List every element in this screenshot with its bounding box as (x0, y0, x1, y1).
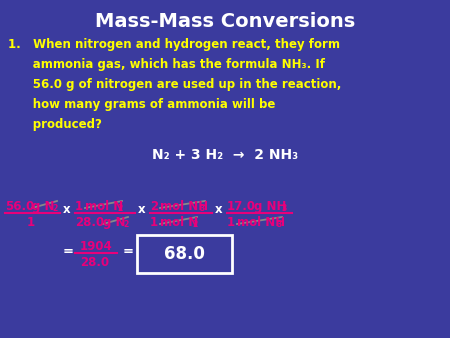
Text: 56.0: 56.0 (5, 200, 34, 213)
Text: N₂ + 3 H₂  →  2 NH₃: N₂ + 3 H₂ → 2 NH₃ (152, 148, 298, 162)
Text: 68.0: 68.0 (164, 245, 205, 263)
Text: x: x (215, 203, 223, 216)
Text: 1: 1 (227, 216, 235, 229)
Text: x: x (63, 203, 71, 216)
Text: 2: 2 (192, 220, 197, 229)
Text: how many grams of ammonia will be: how many grams of ammonia will be (8, 98, 275, 111)
Text: 3: 3 (277, 220, 282, 229)
Text: mol NH: mol NH (160, 200, 208, 213)
Text: x: x (138, 203, 146, 216)
Text: 1: 1 (75, 200, 83, 213)
Text: 2: 2 (150, 200, 158, 213)
Text: =: = (63, 245, 74, 258)
Text: 56.0 g of nitrogen are used up in the reaction,: 56.0 g of nitrogen are used up in the re… (8, 78, 342, 91)
Text: g N: g N (32, 200, 54, 213)
Text: 28.0: 28.0 (75, 216, 104, 229)
Text: 2: 2 (117, 204, 122, 213)
Text: =: = (123, 245, 134, 258)
Text: mol NH: mol NH (237, 216, 285, 229)
Text: g NH: g NH (254, 200, 286, 213)
Text: mol N: mol N (160, 216, 198, 229)
Text: 2: 2 (123, 220, 128, 229)
Text: 1: 1 (150, 216, 158, 229)
Text: 2: 2 (52, 204, 57, 213)
Text: 1: 1 (27, 216, 35, 229)
FancyBboxPatch shape (137, 235, 232, 273)
Text: 17.0: 17.0 (227, 200, 256, 213)
Text: produced?: produced? (8, 118, 102, 131)
Text: 3: 3 (282, 204, 287, 213)
Text: Mass-Mass Conversions: Mass-Mass Conversions (95, 12, 355, 31)
Text: 1904: 1904 (80, 240, 113, 253)
Text: 28.0: 28.0 (80, 256, 109, 269)
Text: 1.   When nitrogen and hydrogen react, they form: 1. When nitrogen and hydrogen react, the… (8, 38, 340, 51)
Text: g N: g N (103, 216, 126, 229)
Text: ammonia gas, which has the formula NH₃. If: ammonia gas, which has the formula NH₃. … (8, 58, 325, 71)
Text: 3: 3 (200, 204, 205, 213)
Text: mol N: mol N (85, 200, 123, 213)
